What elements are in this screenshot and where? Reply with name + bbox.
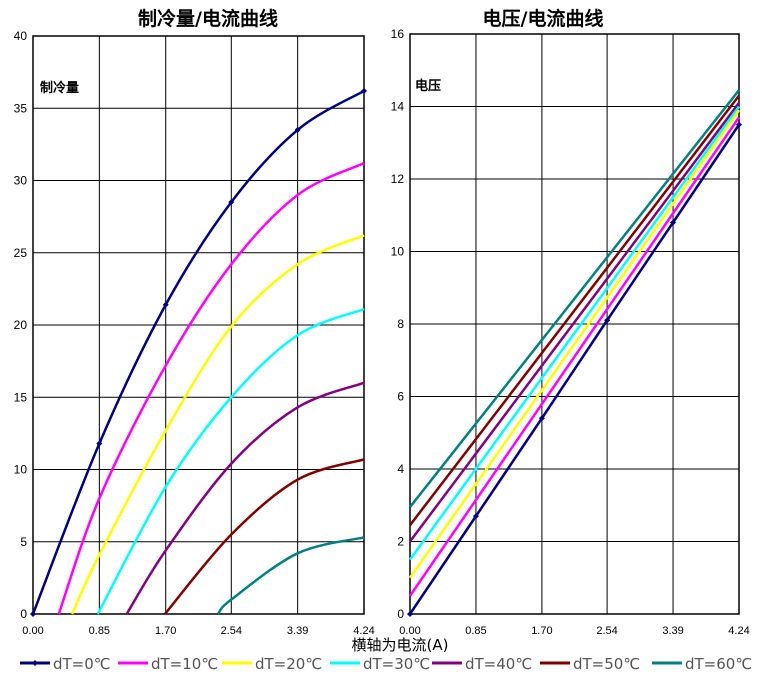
- data-point-marker: [30, 611, 36, 617]
- x-tick-label: 3.39: [287, 625, 308, 637]
- legend-label: dT=50℃: [573, 655, 640, 673]
- x-tick-label: 0.85: [89, 625, 110, 637]
- data-point-marker: [604, 317, 611, 324]
- data-point-marker: [538, 415, 545, 422]
- series-line-dT=10℃: [57, 162, 365, 615]
- y-tick-label: 4: [397, 462, 404, 476]
- series-line-dT=0℃: [408, 123, 741, 615]
- y-tick-label: 30: [14, 174, 28, 188]
- series-line-dT=10℃: [408, 116, 741, 597]
- x-tick-label: 1.70: [531, 625, 552, 637]
- y-tick-label: 2: [397, 535, 404, 549]
- x-axis-label: 横轴为电流(A): [352, 636, 449, 654]
- y-tick-label: 10: [14, 463, 28, 477]
- x-tick-label: 0.00: [22, 625, 43, 637]
- x-tick-label: 4.24: [728, 625, 749, 637]
- y-tick-label: 16: [391, 27, 405, 41]
- y-tick-label: 5: [20, 535, 27, 549]
- series-line-dT=60℃: [217, 536, 365, 615]
- data-point-marker: [736, 121, 742, 128]
- chart-title: 电压/电流曲线: [483, 7, 604, 30]
- series-line-dT=40℃: [125, 381, 365, 615]
- x-tick-label: 0.00: [399, 625, 420, 637]
- x-tick-label: 3.39: [662, 625, 683, 637]
- data-point-marker: [294, 126, 301, 133]
- series-line-dT=20℃: [70, 234, 365, 615]
- plot-area: [409, 33, 740, 615]
- series-line-dT=40℃: [409, 102, 740, 543]
- x-tick-label: 2.54: [221, 625, 242, 637]
- legend-label: dT=40℃: [465, 655, 532, 673]
- series-line-dT=0℃: [31, 89, 365, 615]
- series-line-dT=20℃: [408, 109, 741, 579]
- x-tick-label: 0.85: [465, 625, 486, 637]
- x-tick-label: 1.70: [155, 625, 176, 637]
- y-tick-label: 0: [20, 607, 27, 621]
- legend-label: dT=0℃: [53, 655, 111, 673]
- legend-marker: [32, 660, 38, 666]
- y-axis-label: 电压: [415, 78, 441, 94]
- legend-label: dT=30℃: [363, 655, 430, 673]
- data-point-marker: [162, 301, 169, 308]
- y-tick-label: 40: [14, 29, 28, 43]
- series-line-dT=60℃: [409, 89, 740, 508]
- y-tick-label: 8: [397, 317, 404, 331]
- plot-area: [32, 35, 365, 615]
- y-tick-label: 10: [391, 245, 405, 259]
- data-point-marker: [361, 87, 367, 94]
- y-tick-label: 14: [391, 100, 405, 114]
- x-tick-label: 2.54: [596, 625, 617, 637]
- series-line-dT=50℃: [163, 458, 365, 615]
- y-tick-label: 15: [14, 390, 28, 404]
- data-point-marker: [96, 440, 103, 447]
- y-tick-label: 6: [397, 390, 404, 404]
- y-tick-label: 0: [397, 607, 404, 621]
- legend-label: dT=20℃: [255, 655, 322, 673]
- chart-title: 制冷量/电流曲线: [138, 7, 278, 30]
- data-point-marker: [407, 611, 413, 617]
- y-tick-label: 25: [14, 246, 28, 260]
- legend-label: dT=60℃: [685, 655, 752, 673]
- y-tick-label: 12: [391, 172, 405, 186]
- data-point-marker: [670, 219, 677, 226]
- series-line-dT=50℃: [409, 94, 740, 526]
- y-axis-label: 制冷量: [40, 80, 79, 96]
- y-tick-label: 35: [14, 101, 28, 115]
- data-point-marker: [228, 199, 235, 206]
- series-line-dT=30℃: [96, 307, 365, 615]
- legend-label: dT=10℃: [151, 655, 218, 673]
- data-point-marker: [472, 513, 479, 520]
- series-line-dT=30℃: [408, 105, 741, 561]
- y-tick-label: 20: [14, 318, 28, 332]
- x-tick-label: 4.24: [353, 625, 374, 637]
